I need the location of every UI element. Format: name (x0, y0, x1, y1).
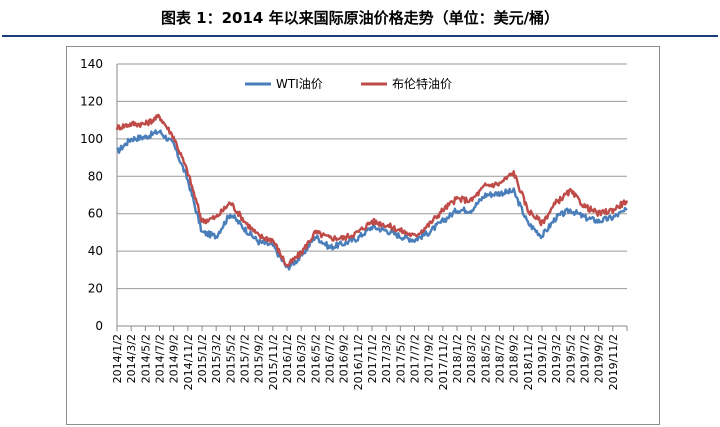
series-line-brent (115, 113, 629, 268)
x-tick-label: 2018/11/2 (522, 334, 535, 390)
x-tick-label: 2015/1/2 (196, 334, 209, 383)
y-tick-label: 20 (88, 282, 103, 296)
x-tick-label: 2015/3/2 (210, 334, 223, 383)
x-tick-label: 2019/1/2 (536, 334, 549, 383)
x-tick-label: 2015/5/2 (224, 334, 237, 383)
x-tick-label: 2018/7/2 (494, 334, 507, 383)
x-tick-label: 2014/5/2 (139, 334, 152, 383)
x-tick-label: 2018/3/2 (465, 334, 478, 383)
title-rule (2, 35, 718, 37)
x-tick-label: 2014/7/2 (154, 334, 167, 383)
x-tick-label: 2017/5/2 (394, 334, 407, 383)
x-tick-label: 2017/1/2 (366, 334, 379, 383)
y-tick-label: 0 (95, 319, 103, 333)
x-tick-label: 2016/7/2 (324, 334, 337, 383)
x-tick-label: 2014/1/2 (111, 334, 124, 383)
legend-label: 布伦特油价 (392, 76, 452, 91)
legend: WTI油价 布伦特油价 (245, 76, 452, 91)
y-tick-label: 140 (80, 57, 103, 71)
x-tick-label: 2018/9/2 (508, 334, 521, 383)
series-line-wti (116, 129, 628, 271)
chart-title: 图表 1：2014 年以来国际原油价格走势（单位：美元/桶） (160, 8, 560, 27)
x-tick-label: 2019/5/2 (564, 334, 577, 383)
x-tick-label: 2015/11/2 (267, 334, 280, 390)
y-tick-label: 80 (88, 169, 103, 183)
x-tick-label: 2017/9/2 (423, 334, 436, 383)
x-tick-label: 2019/3/2 (550, 334, 563, 383)
x-tick-label: 2017/11/2 (437, 334, 450, 390)
x-tick-label: 2016/1/2 (281, 334, 294, 383)
x-tick-label: 2018/5/2 (479, 334, 492, 383)
x-tick-label: 2014/9/2 (168, 334, 181, 383)
y-tick-label: 100 (80, 132, 103, 146)
y-axis: 0 20 40 60 80 100 120 140 (80, 57, 118, 333)
x-tick-label: 2016/9/2 (338, 334, 351, 383)
x-tick-label: 2019/9/2 (593, 334, 606, 383)
x-tick-label: 2017/3/2 (380, 334, 393, 383)
series-lines (115, 113, 629, 271)
x-tick-label: 2019/7/2 (579, 334, 592, 383)
x-tick-label: 2017/7/2 (409, 334, 422, 383)
x-tick-label: 2014/3/2 (125, 334, 138, 383)
x-tick-label: 2015/9/2 (253, 334, 266, 383)
chart-frame (66, 46, 660, 425)
y-tick-label: 120 (80, 94, 103, 108)
x-tick-label: 2016/11/2 (352, 334, 365, 390)
x-tick-label: 2015/7/2 (239, 334, 252, 383)
x-tick-label: 2014/11/2 (182, 334, 195, 390)
x-axis: 2014/1/2 2014/3/2 2014/5/2 2014/7/2 2014/9/2… (111, 326, 628, 390)
x-tick-label: 2019/11/2 (607, 334, 620, 390)
legend-label: WTI油价 (276, 77, 323, 91)
x-tick-label: 2016/3/2 (295, 334, 308, 383)
x-tick-label: 2018/1/2 (451, 334, 464, 383)
y-tick-label: 60 (88, 207, 103, 221)
x-tick-label: 2016/5/2 (309, 334, 322, 383)
y-tick-label: 40 (88, 244, 103, 258)
